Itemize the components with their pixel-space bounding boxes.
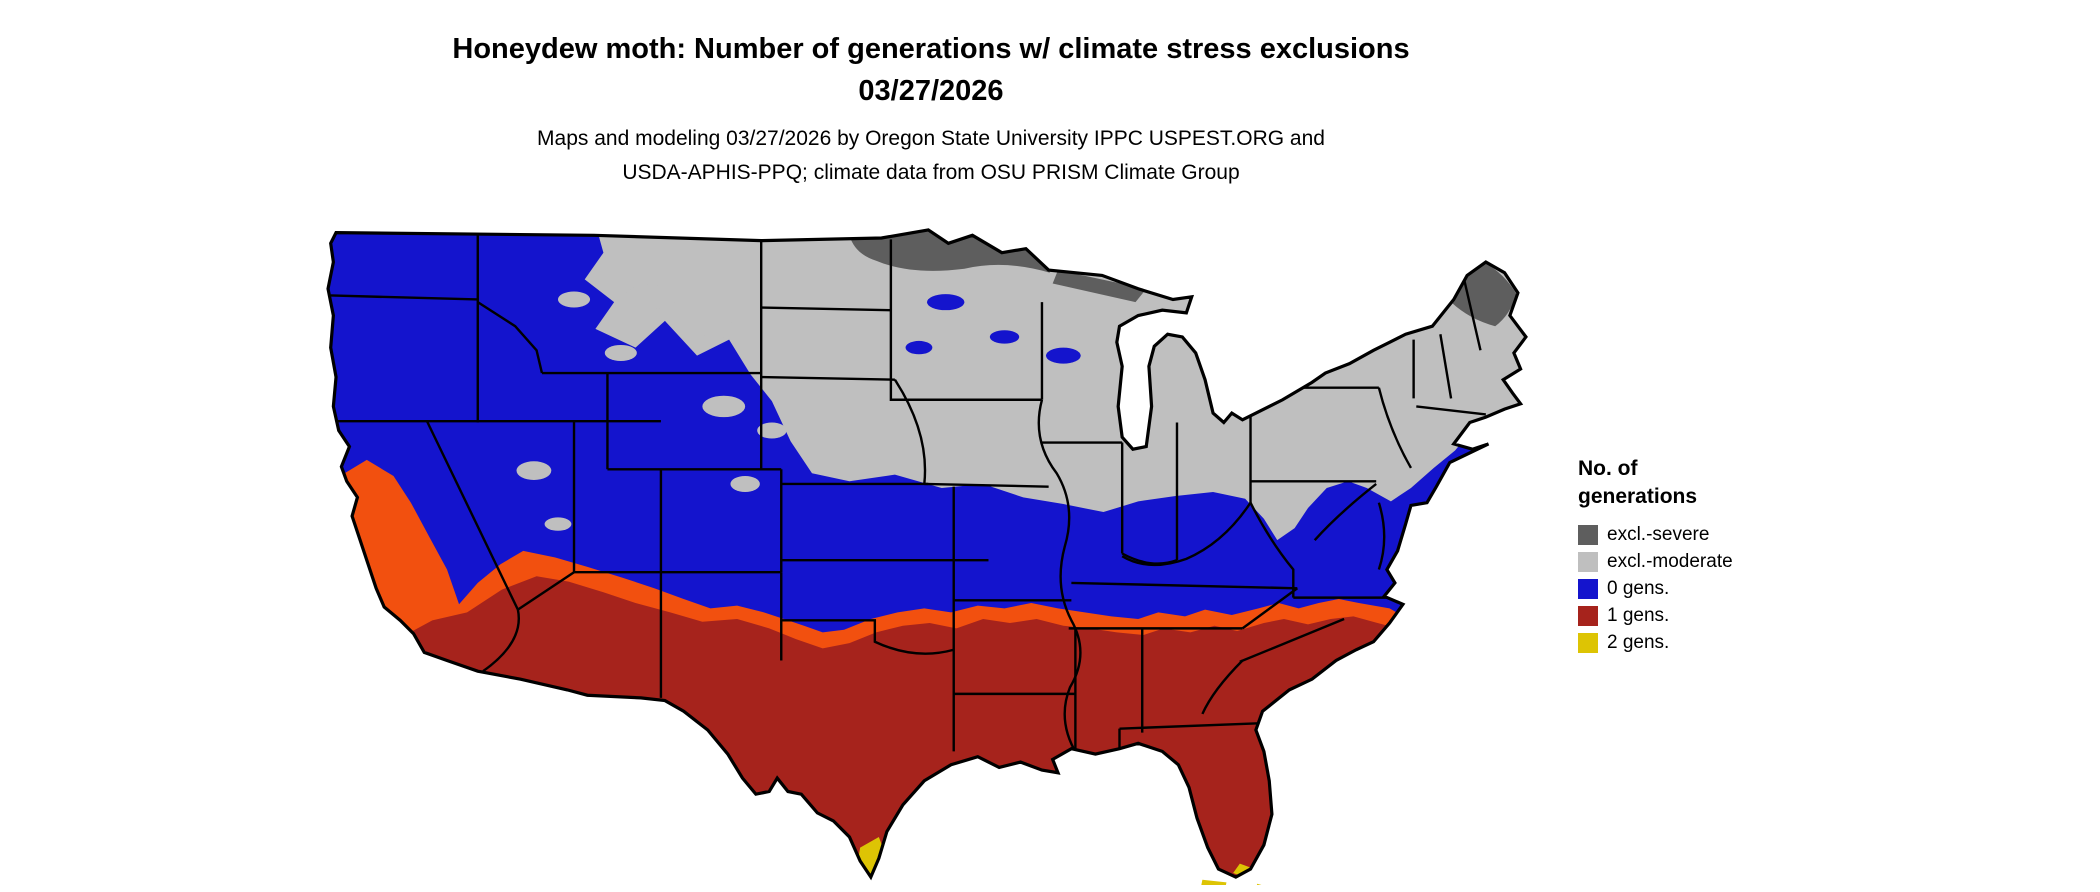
legend-item-excl-severe: excl.-severe	[1578, 521, 1733, 548]
legend-label-2-gens: 2 gens.	[1607, 631, 1670, 653]
region-excl-severe-maine	[1451, 263, 1517, 327]
us-map-svg	[326, 228, 1528, 892]
legend-swatch-excl-moderate	[1578, 551, 1598, 572]
legend-item-0-gens: 0 gens.	[1578, 575, 1733, 602]
us-outline	[326, 228, 1528, 881]
map-title: Honeydew moth: Number of generations w/ …	[0, 28, 1862, 112]
legend-swatch-excl-severe	[1578, 524, 1598, 545]
map-title-date: 03/27/2026	[858, 75, 1004, 107]
legend-item-excl-moderate: excl.-moderate	[1578, 548, 1733, 575]
us-map	[320, 218, 1550, 892]
legend-swatch-2-gens	[1578, 632, 1598, 653]
legend-label-0-gens: 0 gens.	[1607, 577, 1670, 599]
legend-title-line1: No. of	[1578, 457, 1638, 480]
legend-item-1-gens: 1 gens.	[1578, 602, 1733, 629]
legend-label-excl-moderate: excl.-moderate	[1607, 550, 1733, 572]
legend-title-line2: generations	[1578, 485, 1698, 508]
terrain-speckles	[516, 284, 1081, 531]
legend-label-1-gens: 1 gens.	[1607, 604, 1670, 626]
legend-item-2-gens: 2 gens.	[1578, 629, 1733, 656]
state-borders	[328, 232, 1486, 755]
legend: No. of generations excl.-severe excl.-mo…	[1578, 455, 1733, 656]
legend-label-excl-severe: excl.-severe	[1607, 523, 1710, 545]
map-title-line1: Honeydew moth: Number of generations w/ …	[452, 33, 1410, 65]
map-subtitle: Maps and modeling 03/27/2026 by Oregon S…	[0, 122, 1862, 190]
florida-keys-2-gens	[1201, 879, 1271, 892]
map-subtitle-line2: USDA-APHIS-PPQ; climate data from OSU PR…	[622, 161, 1240, 184]
legend-swatch-1-gens	[1578, 605, 1598, 626]
legend-swatch-0-gens	[1578, 578, 1598, 599]
region-excl-severe-superior	[1052, 270, 1147, 303]
legend-title: No. of generations	[1578, 455, 1733, 511]
map-subtitle-line1: Maps and modeling 03/27/2026 by Oregon S…	[537, 127, 1325, 150]
